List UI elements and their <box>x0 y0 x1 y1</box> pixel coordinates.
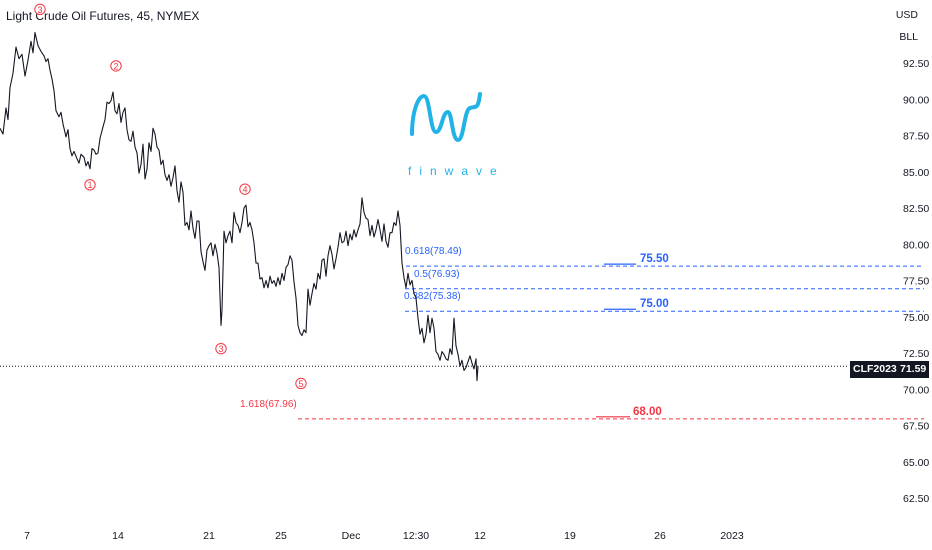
x-tick-label: 25 <box>275 530 287 542</box>
y-tick-label: 90.00 <box>903 94 929 106</box>
wave-circle <box>110 60 122 72</box>
wave-label: 4 <box>242 185 247 195</box>
wave-circle <box>215 342 227 355</box>
finwave-logo-icon <box>410 92 482 143</box>
target-label: 75.00 <box>640 298 669 310</box>
wave-circle <box>239 183 251 195</box>
price-line <box>0 32 479 382</box>
y-tick-label: 70.00 <box>903 384 929 396</box>
currency-label: USD <box>895 9 918 21</box>
y-tick-label: 65.00 <box>903 457 929 469</box>
x-tick-label: 12 <box>474 530 486 542</box>
y-tick-label: 82.50 <box>903 203 929 215</box>
y-tick-label: 77.50 <box>903 276 929 288</box>
y-tick-label: 72.50 <box>903 348 929 360</box>
symbol-tag: CLF2023 <box>850 361 900 378</box>
x-tick-label: 2023 <box>720 530 744 542</box>
wave-circle <box>34 3 46 16</box>
x-tick-label: 14 <box>112 530 124 542</box>
chart-title: Light Crude Oil Futures, 45, NYMEX <box>6 9 200 23</box>
wave-circle <box>295 377 307 390</box>
y-tick-label: 67.50 <box>903 421 929 433</box>
x-tick-label: 19 <box>564 530 576 542</box>
wave-label: 3 <box>37 5 42 15</box>
x-tick-label: Dec <box>342 530 361 542</box>
x-tick-label: 7 <box>24 530 30 542</box>
wave-label: 5 <box>298 379 303 389</box>
fib-level-label: 0.618(78.49) <box>405 246 462 257</box>
wave-label: 2 <box>113 61 118 71</box>
x-tick-label: 21 <box>203 530 215 542</box>
y-tick-label: 62.50 <box>903 493 929 505</box>
y-tick-label: 92.50 <box>903 58 929 70</box>
target-label: 75.50 <box>640 253 669 265</box>
unit-label: BLL <box>899 31 918 43</box>
x-tick-label: 26 <box>654 530 666 542</box>
target-label: 68.00 <box>633 406 662 418</box>
y-tick-label: 80.00 <box>903 239 929 251</box>
fib-level-label: 0.382(75.38) <box>404 291 461 302</box>
price-tag: 71.59 <box>897 361 930 378</box>
logo-text: finwave <box>408 164 505 178</box>
wave-circle <box>84 179 96 191</box>
wave-label: 3 <box>218 344 223 354</box>
wave-label: 1 <box>87 180 92 190</box>
fib-level-label: 1.618(67.96) <box>240 399 297 410</box>
y-tick-label: 87.50 <box>903 131 929 143</box>
y-tick-label: 75.00 <box>903 312 929 324</box>
y-tick-label: 85.00 <box>903 167 929 179</box>
x-tick-label: 12:30 <box>403 530 429 542</box>
fib-level-label: 0.5(76.93) <box>414 269 460 280</box>
